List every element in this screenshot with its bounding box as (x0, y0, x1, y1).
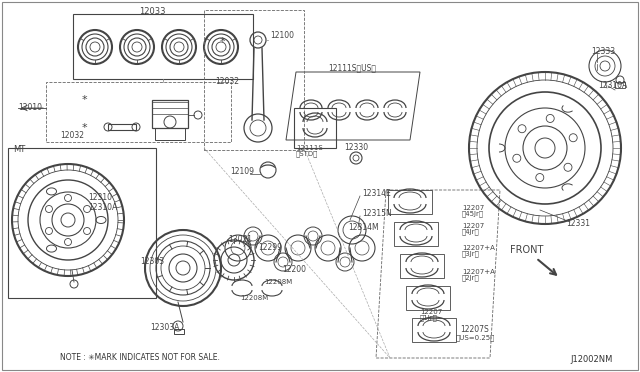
Bar (394, 222, 438, 246)
Text: *: * (82, 123, 88, 133)
Text: 12333: 12333 (591, 48, 615, 57)
Text: 12331: 12331 (566, 219, 590, 228)
Text: 12303: 12303 (140, 257, 164, 266)
Bar (294, 108, 336, 148)
Text: い2Jr〉: い2Jr〉 (462, 275, 480, 281)
Text: い1Jr〉: い1Jr〉 (420, 315, 438, 321)
Text: 12314E: 12314E (362, 189, 391, 199)
Text: ぅ45Jr〉: ぅ45Jr〉 (462, 211, 484, 217)
Text: 12032: 12032 (60, 131, 84, 140)
Text: い4Jr〉: い4Jr〉 (462, 229, 480, 235)
Bar (8, 148, 156, 298)
Text: *: * (220, 37, 226, 47)
Text: 12208M: 12208M (264, 279, 292, 285)
Text: FRONT: FRONT (510, 245, 543, 255)
Text: 12299: 12299 (258, 244, 282, 253)
Text: 12207S: 12207S (460, 326, 489, 334)
Bar (152, 100, 188, 128)
Text: 12010: 12010 (18, 103, 42, 112)
Text: 12033: 12033 (139, 7, 165, 16)
Bar (155, 128, 185, 140)
Text: 12330: 12330 (344, 144, 368, 153)
Text: 12310A: 12310A (598, 81, 627, 90)
Text: 12207: 12207 (420, 309, 442, 315)
Bar (615, 82, 625, 88)
Bar (406, 286, 450, 310)
Text: 12314M: 12314M (348, 224, 379, 232)
Text: 〈STD〉: 〈STD〉 (296, 151, 318, 157)
Text: 12310: 12310 (88, 193, 112, 202)
Bar (400, 254, 444, 278)
Text: 12303A: 12303A (150, 324, 179, 333)
Bar (108, 124, 136, 130)
Bar (388, 190, 432, 214)
Bar (204, 10, 304, 150)
Text: 12315N: 12315N (362, 209, 392, 218)
Text: い3Jr〉: い3Jr〉 (462, 251, 480, 257)
Text: いUS=0.25〉: いUS=0.25〉 (456, 335, 495, 341)
Text: 12207: 12207 (462, 223, 484, 229)
Text: 12207+A: 12207+A (462, 245, 495, 251)
Bar (412, 318, 456, 342)
Text: J12002NM: J12002NM (570, 356, 612, 365)
Text: 12109: 12109 (230, 167, 254, 176)
Text: 12100: 12100 (270, 32, 294, 41)
Text: NOTE : ✳MARK INDICATES NOT FOR SALE.: NOTE : ✳MARK INDICATES NOT FOR SALE. (60, 353, 220, 362)
Bar (73, 14, 253, 79)
Text: MT: MT (13, 145, 25, 154)
Text: 12310A: 12310A (88, 203, 117, 212)
Text: 12111S: 12111S (296, 145, 323, 151)
Text: 12111S〈US〉: 12111S〈US〉 (328, 64, 376, 73)
Text: 13021: 13021 (228, 235, 252, 244)
Text: *: * (82, 95, 88, 105)
Text: 12032: 12032 (215, 77, 239, 87)
Text: 12208M: 12208M (240, 295, 268, 301)
Bar (46, 82, 231, 142)
Text: 12207+A: 12207+A (462, 269, 495, 275)
Bar (174, 329, 184, 334)
Text: 12200: 12200 (282, 266, 306, 275)
Text: 12207: 12207 (462, 205, 484, 211)
